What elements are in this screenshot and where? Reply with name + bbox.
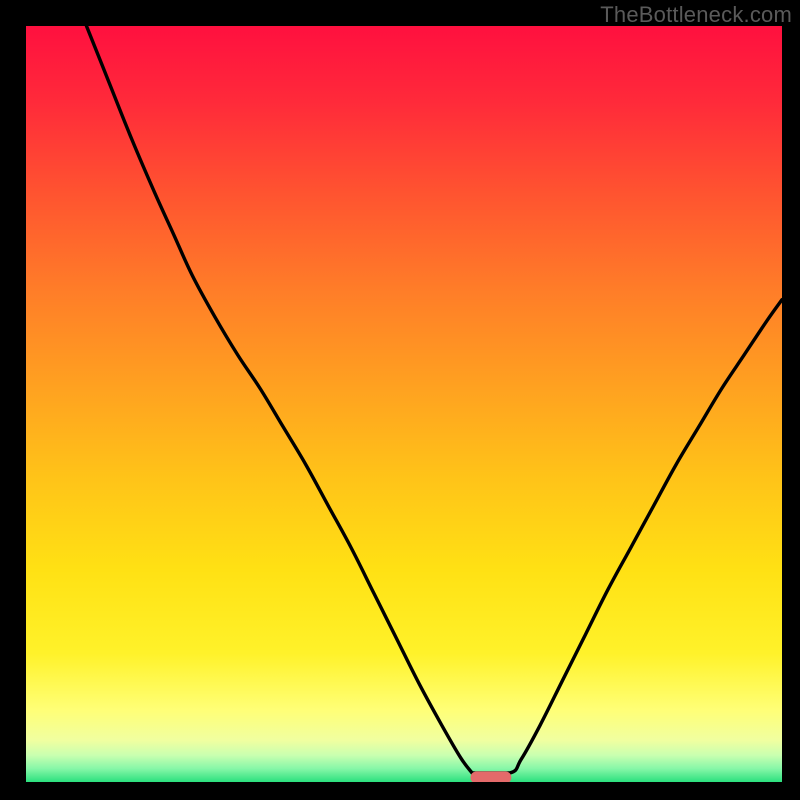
attribution-label: TheBottleneck.com — [600, 2, 792, 28]
bottleneck-curve — [86, 26, 782, 773]
chart-stage: TheBottleneck.com — [0, 0, 800, 800]
curve-layer — [26, 26, 782, 782]
plot-area — [26, 26, 782, 782]
minimum-marker — [471, 771, 512, 782]
